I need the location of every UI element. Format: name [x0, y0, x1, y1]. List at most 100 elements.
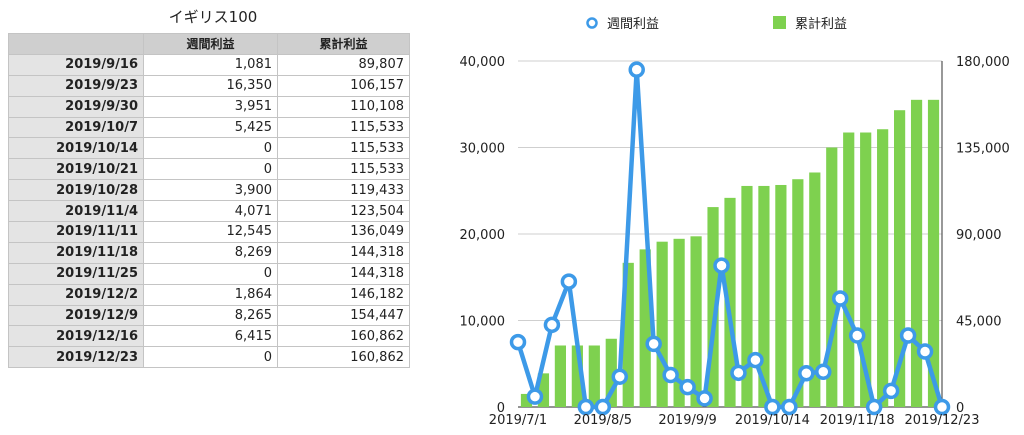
legend-weekly-marker — [586, 17, 598, 29]
cumulative-bar — [537, 373, 550, 407]
weekly-profit-point — [848, 327, 866, 344]
row-cumulative-profit-cell: 136,049 — [277, 221, 410, 243]
chart-legend: 週間利益 累計利益 — [586, 16, 847, 32]
weekly-profit-point — [831, 290, 849, 307]
row-cumulative-profit-cell: 160,862 — [277, 346, 410, 369]
cumulative-bar — [724, 197, 736, 407]
row-date-cell: 2019/10/28 — [8, 179, 144, 202]
row-cumulative-profit-cell: 123,504 — [277, 200, 410, 223]
row-cumulative-profit-cell: 146,182 — [277, 283, 410, 306]
x-tick-label: 2019/7/1 — [489, 413, 547, 428]
cumulative-bar — [707, 207, 719, 407]
table-header-row: 週間利益 累計利益 — [8, 33, 410, 55]
table-row: 2019/9/30 3,951 110,108 — [8, 95, 410, 118]
x-tick-label: 2019/10/14 — [735, 413, 810, 428]
table-row: 2019/12/16 6,415 160,862 — [8, 325, 410, 348]
table-row: 2019/11/18 8,269 144,318 — [8, 241, 410, 264]
cumulative-bar — [520, 393, 533, 407]
weekly-line — [509, 61, 951, 416]
chart-svg: 週間利益 累計利益 0 10,000 20,000 30,000 40,000 0 45,0… — [460, 16, 1010, 428]
row-cumulative-profit-cell: 115,533 — [277, 158, 410, 181]
cumulative-bar — [927, 99, 940, 407]
weekly-profit-point — [764, 398, 781, 416]
tick-labels: 0 10,000 20,000 30,000 40,000 0 45,000 90,000 13… — [460, 55, 1010, 428]
weekly-profit-point — [696, 390, 713, 407]
header-weekly-profit: 週間利益 — [143, 33, 278, 55]
row-weekly-profit-cell: 3,900 — [143, 179, 278, 202]
cumulative-bar — [741, 185, 753, 407]
cumulative-bar — [809, 172, 821, 407]
weekly-profit-point — [730, 364, 747, 382]
x-tick-label: 2019/8/5 — [574, 413, 632, 428]
weekly-profit-point — [628, 61, 645, 78]
x-tick-label: 2019/12/23 — [905, 413, 980, 428]
table-row: 2019/10/21 0 115,533 — [8, 158, 410, 181]
cumulative-bar — [910, 99, 923, 407]
right-y-tick-label: 180,000 — [956, 55, 1010, 70]
table-title: イギリス100 — [168, 8, 258, 26]
row-date-cell: 2019/9/30 — [8, 95, 144, 118]
cumulative-bar — [792, 179, 804, 407]
x-tick-label: 2019/11/18 — [820, 413, 895, 428]
right-y-tick-label: 45,000 — [956, 315, 1002, 330]
weekly-profit-point — [747, 351, 764, 369]
profit-table-panel: イギリス100 週間利益 累計利益 2019/9/16 1,081 89,807 20… — [0, 0, 420, 435]
weekly-profit-point — [543, 316, 561, 334]
row-cumulative-profit-cell: 115,533 — [277, 137, 410, 160]
table-row: 2019/11/25 0 144,318 — [8, 262, 410, 285]
row-weekly-profit-cell: 16,350 — [143, 74, 278, 97]
cumulative-bar — [622, 262, 634, 407]
row-date-cell: 2019/12/9 — [8, 304, 144, 327]
weekly-profit-point — [526, 388, 544, 405]
row-weekly-profit-cell: 0 — [143, 158, 278, 181]
weekly-profit-point — [815, 363, 832, 381]
table-row: 2019/10/28 3,900 119,433 — [8, 179, 410, 202]
cumulative-bar — [554, 345, 566, 407]
weekly-profit-point — [679, 378, 696, 396]
row-cumulative-profit-cell: 144,318 — [277, 262, 410, 285]
legend-cumulative-label: 累計利益 — [795, 16, 847, 32]
header-cumulative-profit: 累計利益 — [277, 33, 410, 55]
cumulative-bar — [605, 338, 617, 407]
row-cumulative-profit-cell: 160,862 — [277, 325, 410, 348]
cumulative-bar — [860, 132, 872, 408]
row-weekly-profit-cell: 1,081 — [143, 53, 278, 76]
cumulative-bar — [673, 238, 685, 407]
right-y-tick-label: 90,000 — [956, 228, 1002, 243]
row-weekly-profit-cell: 12,545 — [143, 221, 278, 243]
left-y-tick-label: 40,000 — [460, 55, 506, 70]
weekly-profit-point — [662, 366, 679, 384]
row-weekly-profit-cell: 8,265 — [143, 304, 278, 327]
table-row: 2019/12/23 0 160,862 — [8, 346, 410, 369]
row-weekly-profit-cell: 0 — [143, 346, 278, 369]
row-cumulative-profit-cell: 89,807 — [277, 53, 410, 76]
row-cumulative-profit-cell: 106,157 — [277, 74, 410, 97]
cumulative-bar — [656, 241, 668, 407]
weekly-profit-point — [713, 257, 730, 274]
table-row: 2019/10/7 5,425 115,533 — [8, 116, 410, 139]
cumulative-bar — [571, 345, 583, 407]
cumulative-bar — [690, 236, 702, 407]
weekly-profit-point — [509, 333, 527, 351]
row-weekly-profit-cell: 4,071 — [143, 200, 278, 223]
x-tick-label: 2019/9/9 — [658, 413, 716, 428]
table-row: 2019/10/14 0 115,533 — [8, 137, 410, 160]
table-row: 2019/12/2 1,864 146,182 — [8, 283, 410, 306]
row-date-cell: 2019/11/18 — [8, 241, 144, 264]
table-row: 2019/11/4 4,071 123,504 — [8, 200, 410, 223]
legend-cumulative-marker — [773, 16, 786, 29]
cumulative-bar — [639, 249, 651, 407]
right-y-tick-label: 0 — [956, 401, 964, 416]
cumulative-bar — [894, 110, 906, 407]
legend-weekly-label: 週間利益 — [607, 17, 659, 32]
row-weekly-profit-cell: 3,951 — [143, 95, 278, 118]
profit-table: 週間利益 累計利益 2019/9/16 1,081 89,807 2019/9/23 1… — [8, 33, 410, 369]
weekly-profit-point — [560, 273, 578, 290]
left-y-tick-label: 0 — [497, 401, 505, 416]
row-cumulative-profit-cell: 115,533 — [277, 116, 410, 139]
row-date-cell: 2019/9/16 — [8, 53, 144, 76]
row-date-cell: 2019/10/21 — [8, 158, 144, 181]
cumulative-bars — [520, 99, 940, 408]
row-cumulative-profit-cell: 110,108 — [277, 95, 410, 118]
left-y-tick-label: 30,000 — [460, 142, 506, 157]
